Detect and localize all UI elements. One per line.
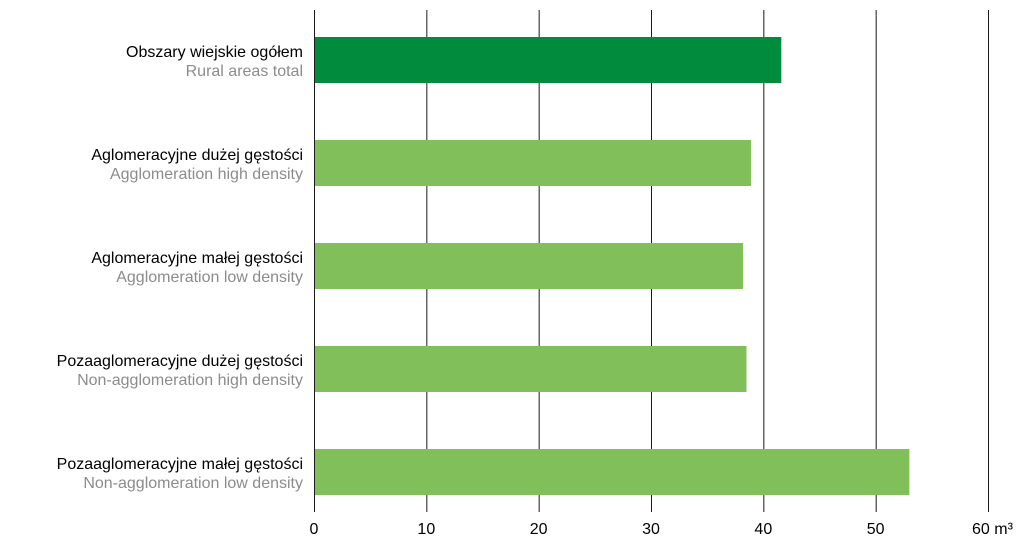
category-label-pl: Obszary wiejskie ogółem — [126, 44, 303, 61]
category-label-pl: Pozaaglomeracyjne dużej gęstości — [57, 353, 303, 370]
category-label-en: Non-agglomeration low density — [83, 475, 303, 492]
category-labels: Obszary wiejskie ogółem Rural areas total… — [57, 44, 303, 492]
bar — [315, 346, 747, 392]
category-label-en: Agglomeration low density — [116, 269, 303, 286]
bar — [315, 37, 782, 83]
x-tick-label: 30 — [642, 521, 660, 538]
category-label-pl: Pozaaglomeracyjne małej gęstości — [57, 456, 303, 473]
x-tick-label: 50 — [867, 521, 885, 538]
bar — [315, 140, 751, 186]
bar — [315, 243, 744, 289]
x-axis-ticks: 0 10 20 30 40 50 60 m³ — [310, 521, 1014, 538]
x-tick-label: 60 m³ — [972, 521, 1014, 538]
x-tick-label: 0 — [310, 521, 319, 538]
x-tick-label: 20 — [530, 521, 548, 538]
x-tick-label: 10 — [417, 521, 435, 538]
category-label-en: Rural areas total — [186, 63, 303, 80]
category-label-en: Non-agglomeration high density — [77, 372, 303, 389]
bar — [315, 449, 910, 495]
category-label-en: Agglomeration high density — [110, 166, 303, 183]
bars — [315, 37, 910, 495]
category-label-pl: Aglomeracyjne małej gęstości — [91, 250, 303, 267]
category-label-pl: Aglomeracyjne dużej gęstości — [91, 147, 303, 164]
x-tick-label: 40 — [754, 521, 772, 538]
